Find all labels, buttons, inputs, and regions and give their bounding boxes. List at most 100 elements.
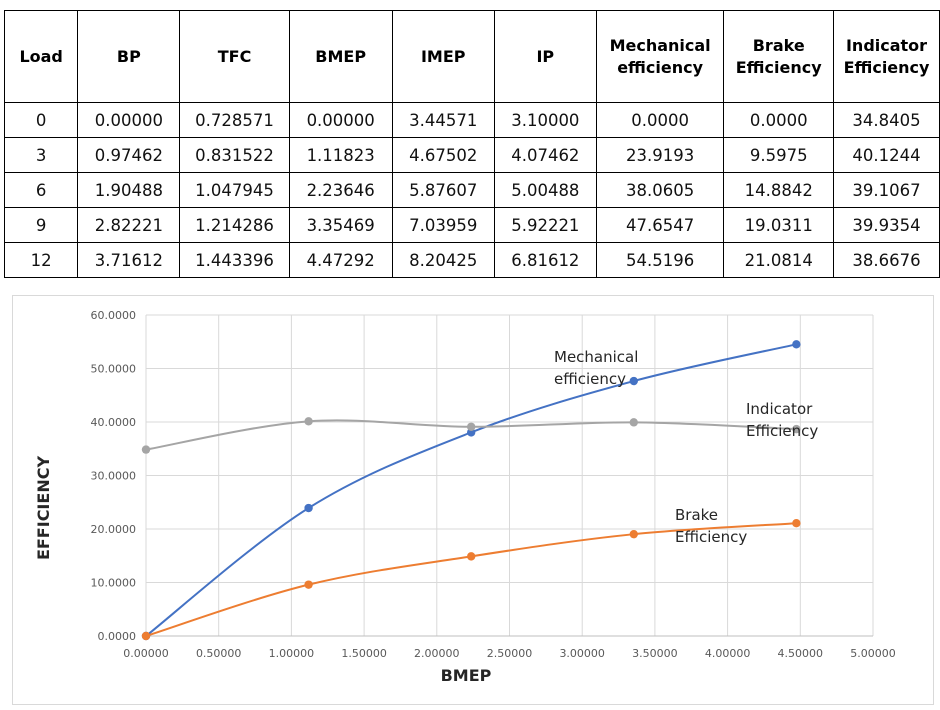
- column-header: TFC: [179, 10, 290, 103]
- table-cell: 3.35469: [288, 207, 393, 243]
- table-cell: 4.67502: [391, 137, 495, 173]
- x-tick-label: 3.50000: [632, 647, 678, 660]
- table-cell: 5.92221: [493, 207, 597, 243]
- table-cell: 3.44571: [391, 102, 495, 138]
- y-tick-labels: 0.0000 10.0000 20.0000 30.0000 40.0000 50.000…: [91, 309, 137, 643]
- table-cell: 2.82221: [77, 207, 181, 243]
- series-points: [141, 340, 801, 641]
- table-cell: 7.03959: [391, 207, 495, 243]
- table-cell: 1.90488: [77, 172, 181, 208]
- column-header: IP: [493, 10, 597, 103]
- table-cell: 21.0814: [723, 242, 835, 278]
- column-header: BMEP: [288, 10, 393, 103]
- table-cell: 0: [3, 102, 79, 138]
- data-point: [792, 519, 801, 528]
- results-table: Load BP TFC BMEP IMEP IP Mechanical efficiency B…: [3, 10, 940, 278]
- x-tick-label: 4.50000: [778, 647, 824, 660]
- grid-lines: [145, 314, 874, 637]
- table-cell: 39.1067: [833, 172, 940, 208]
- y-tick-label: 0.0000: [98, 630, 137, 643]
- series-label: Efficiency: [746, 422, 818, 440]
- table-cell: 0.728571: [179, 102, 290, 138]
- table-cell: 9: [3, 207, 79, 243]
- table-cell: 3: [3, 137, 79, 173]
- x-tick-label: 2.50000: [487, 647, 533, 660]
- table-cell: 34.8405: [833, 102, 940, 138]
- table-cell: 54.5196: [595, 242, 725, 278]
- x-axis-title: BMEP: [441, 666, 492, 685]
- data-point: [141, 631, 151, 641]
- table-row: 0 0.00000 0.728571 0.00000 3.44571 3.10000 0.0…: [3, 102, 940, 138]
- series-label: Efficiency: [675, 528, 747, 546]
- y-tick-label: 30.0000: [91, 470, 137, 483]
- data-point: [792, 340, 801, 349]
- table-cell: 23.9193: [595, 137, 725, 173]
- data-point: [629, 418, 638, 427]
- x-tick-label: 1.50000: [341, 647, 387, 660]
- table-cell: 47.6547: [595, 207, 725, 243]
- series-label: Brake: [675, 506, 718, 524]
- table-cell: 6.81612: [493, 242, 597, 278]
- efficiency-chart: 0.00000 0.50000 1.00000 1.50000 2.00000 2.500…: [12, 295, 934, 705]
- table-cell: 39.9354: [833, 207, 940, 243]
- column-header: IMEP: [391, 10, 495, 103]
- y-axis-title: EFFICIENCY: [34, 456, 53, 561]
- data-point: [304, 417, 313, 426]
- y-tick-label: 40.0000: [91, 416, 137, 429]
- series-labels: Mechanical efficiency Indicator Efficiency B…: [554, 348, 818, 546]
- data-point: [141, 445, 151, 454]
- table-row: 12 3.71612 1.443396 4.47292 8.20425 6.81612 54…: [3, 242, 940, 278]
- table-cell: 0.0000: [595, 102, 725, 138]
- table-cell: 0.831522: [179, 137, 290, 173]
- y-tick-label: 60.0000: [91, 309, 137, 322]
- table-cell: 3.71612: [77, 242, 181, 278]
- data-point: [304, 580, 313, 589]
- series-lines: [145, 343, 797, 637]
- table-cell: 14.8842: [723, 172, 835, 208]
- table-cell: 3.10000: [493, 102, 597, 138]
- x-tick-label: 1.00000: [269, 647, 315, 660]
- column-header: Mechanical efficiency: [595, 10, 725, 103]
- data-point: [629, 376, 638, 386]
- column-header: Brake Efficiency: [723, 10, 835, 103]
- data-point: [792, 424, 801, 434]
- table-header-row: Load BP TFC BMEP IMEP IP Mechanical efficiency B…: [3, 10, 940, 103]
- table-cell: 0.0000: [723, 102, 835, 138]
- y-tick-label: 20.0000: [91, 523, 137, 536]
- table-cell: 12: [3, 242, 79, 278]
- table-cell: 8.20425: [391, 242, 495, 278]
- table-row: 3 0.97462 0.831522 1.11823 4.67502 4.07462 23.…: [3, 137, 940, 173]
- table-cell: 0.97462: [77, 137, 181, 173]
- table-cell: 4.07462: [493, 137, 597, 173]
- table-row: 9 2.82221 1.214286 3.35469 7.03959 5.92221 47.…: [3, 207, 940, 243]
- table-cell: 6: [3, 172, 79, 208]
- y-tick-label: 50.0000: [91, 363, 137, 376]
- table-row: 6 1.90488 1.047945 2.23646 5.87607 5.00488 38.…: [3, 172, 940, 208]
- table-cell: 1.11823: [288, 137, 393, 173]
- x-tick-label: 5.00000: [850, 647, 896, 660]
- table-cell: 38.0605: [595, 172, 725, 208]
- series-line: [145, 343, 797, 637]
- table-cell: 1.443396: [179, 242, 290, 278]
- column-header: Indicator Efficiency: [833, 10, 940, 103]
- table-cell: 19.0311: [723, 207, 835, 243]
- y-tick-label: 10.0000: [91, 577, 137, 590]
- column-header: Load: [3, 10, 79, 103]
- column-header: BP: [77, 10, 181, 103]
- data-point: [629, 529, 638, 539]
- series-label: Indicator: [746, 400, 813, 418]
- series-label: efficiency: [554, 370, 626, 388]
- x-tick-label: 3.00000: [559, 647, 605, 660]
- table-body: 0 0.00000 0.728571 0.00000 3.44571 3.10000 0.0…: [3, 102, 940, 278]
- table-cell: 38.6676: [833, 242, 940, 278]
- table-cell: 5.87607: [391, 172, 495, 208]
- x-tick-label: 4.00000: [705, 647, 751, 660]
- table-cell: 0.00000: [77, 102, 181, 138]
- table-cell: 4.47292: [288, 242, 393, 278]
- table-cell: 1.047945: [179, 172, 290, 208]
- x-tick-labels: 0.00000 0.50000 1.00000 1.50000 2.00000 2.500…: [123, 647, 896, 660]
- x-tick-label: 0.00000: [123, 647, 169, 660]
- table-cell: 40.1244: [833, 137, 940, 173]
- table-cell: 5.00488: [493, 172, 597, 208]
- data-point: [466, 422, 476, 431]
